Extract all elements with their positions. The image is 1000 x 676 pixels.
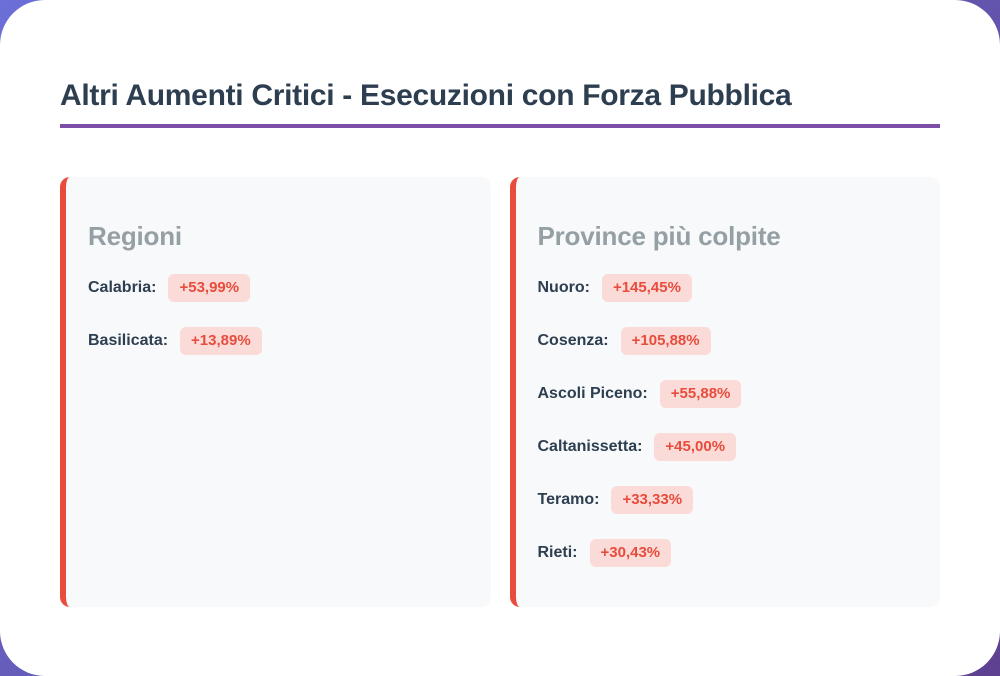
stat-value-badge: +45,00%	[654, 432, 737, 461]
stat-label: Caltanissetta:	[537, 437, 643, 455]
panels-container: Regioni Calabria: +53,99% Basilicata: +1…	[60, 177, 940, 607]
panel-regioni: Regioni Calabria: +53,99% Basilicata: +1…	[60, 177, 491, 607]
stat-value-badge: +53,99%	[168, 273, 251, 302]
stat-value-badge: +13,89%	[180, 326, 262, 355]
stat-row: Rieti: +30,43%	[537, 538, 921, 567]
stat-row: Teramo: +33,33%	[537, 485, 921, 514]
stat-label: Teramo:	[537, 490, 600, 508]
stat-label: Cosenza:	[537, 331, 609, 349]
panel-province: Province più colpite Nuoro: +145,45% Cos…	[509, 177, 940, 607]
stat-row: Caltanissetta: +45,00%	[537, 432, 921, 461]
panel-province-header: Province più colpite	[537, 221, 781, 251]
panel-regioni-header: Regioni	[88, 221, 182, 251]
stat-label: Nuoro:	[537, 278, 590, 296]
stat-value-badge: +33,33%	[611, 485, 694, 514]
stat-row: Basilicata: +13,89%	[88, 326, 471, 355]
page-title: Altri Aumenti Critici - Esecuzioni con F…	[60, 78, 940, 128]
stat-value-badge: +55,88%	[659, 379, 742, 408]
stat-value-badge: +30,43%	[589, 538, 672, 567]
stat-row: Calabria: +53,99%	[88, 273, 471, 302]
stat-value-badge: +145,45%	[601, 273, 692, 302]
stat-row: Ascoli Piceno: +55,88%	[537, 379, 921, 408]
stat-label: Basilicata:	[88, 331, 169, 349]
stat-row: Cosenza: +105,88%	[537, 326, 921, 355]
stat-label: Rieti:	[537, 543, 578, 561]
stat-label: Ascoli Piceno:	[537, 384, 648, 402]
stat-label: Calabria:	[88, 278, 157, 296]
stat-value-badge: +105,88%	[620, 326, 711, 355]
stat-row: Nuoro: +145,45%	[537, 273, 921, 302]
